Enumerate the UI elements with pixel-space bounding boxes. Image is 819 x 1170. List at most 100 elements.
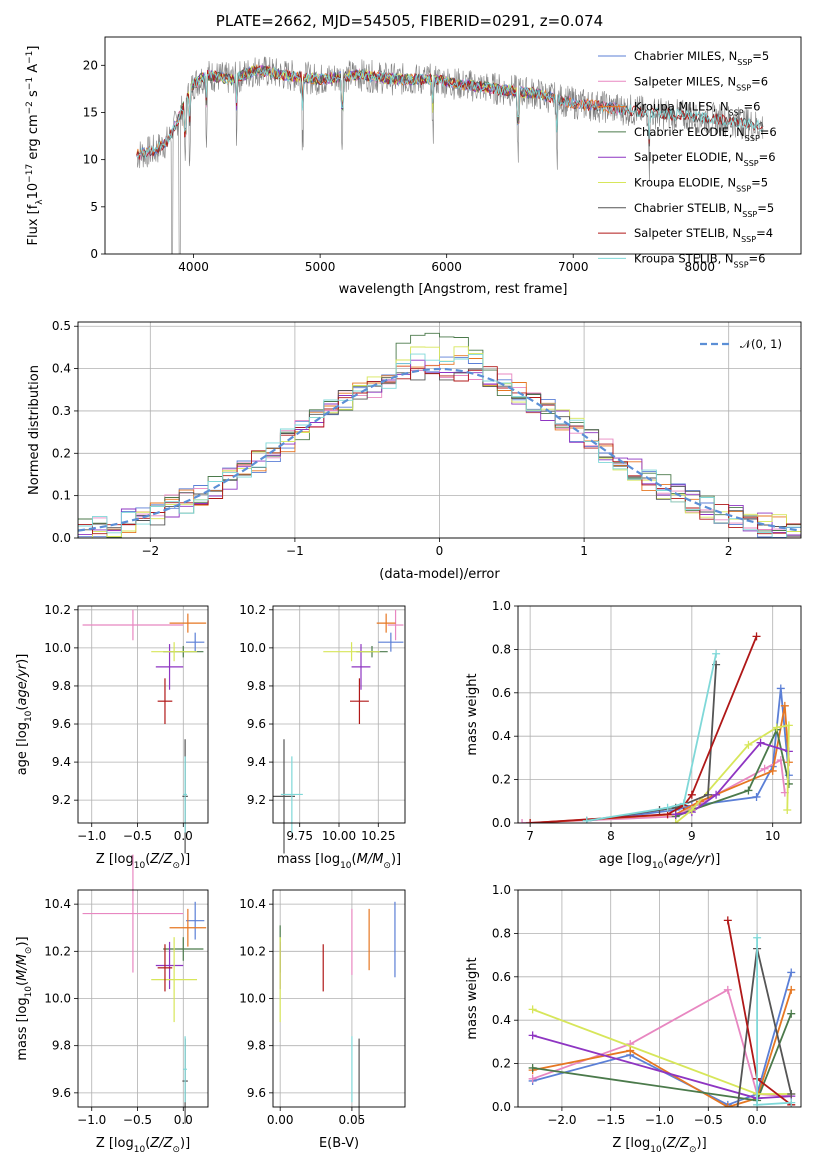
spectrum-lines (136, 56, 764, 254)
axes-frame (272, 605, 406, 824)
model-spectrum-kroupa_stelib (136, 66, 764, 159)
data-point-marker (582, 816, 591, 823)
y-tick-label: 9.6 (52, 717, 71, 731)
histograms (78, 332, 801, 538)
y-tick-label: 20 (83, 58, 98, 72)
spectrum-panel: 4000 5000 6000 7000 8000 0 5 10 15 20 wavelength [… (25, 36, 802, 297)
y-tick-label: 10.4 (44, 897, 71, 911)
x-tick-label: −2.0 (547, 1113, 576, 1127)
x-axis-label: Z [log10(Z/Z⊙)] (96, 852, 190, 871)
data-point-marker (679, 799, 688, 808)
data-point-marker (787, 985, 796, 994)
y-tick-label: 10.0 (44, 992, 71, 1006)
y-tick-label: 0.6 (492, 970, 511, 984)
y-tick-label: 0.8 (492, 642, 511, 656)
age_vs_Z-panel: −1.0 −0.5 0.0 9.2 9.4 9.6 9.8 10.0 10.2 Z [log10(… (15, 603, 209, 871)
y-tick-label: 10.2 (239, 944, 266, 958)
y-tick-label: 5 (90, 200, 98, 214)
data-point-marker (671, 819, 680, 823)
x-tick-label: 8 (607, 829, 615, 843)
data-point-marker (687, 805, 696, 814)
y-axis-label: mass weight (465, 957, 480, 1039)
series-line-salpeter_elodie (675, 741, 790, 816)
legend-entry: Kroupa MILES, NSSP=6 (634, 100, 760, 118)
y-tick-label: 0.2 (492, 1057, 511, 1071)
y-tick-label: 9.6 (247, 1086, 266, 1100)
massweight_vs_Z-panel: −2.0 −1.5 −1.0 −0.5 0.0 0.0 0.2 0.4 0.6 0.8 1.0 Z [… (465, 883, 802, 1155)
x-tick-label: 9.75 (286, 829, 313, 843)
x-tick-label: 9 (688, 829, 696, 843)
x-tick-label: 6000 (431, 260, 462, 274)
figure-title: PLATE=2662, MJD=54505, FIBERID=0291, z=0… (215, 12, 604, 30)
y-tick-label: 1.0 (492, 599, 511, 613)
y-tick-label: 0.1 (52, 489, 71, 503)
x-tick-label: −2 (141, 544, 159, 558)
series-line-kroupa_miles (532, 989, 793, 1107)
x-tick-label: −1.0 (645, 1113, 674, 1127)
y-tick-label: 10 (83, 153, 98, 167)
legend-entry: Salpeter MILES, NSSP=6 (634, 74, 768, 92)
x-axis-label: E(B-V) (319, 1136, 359, 1151)
y-tick-label: 10.2 (239, 603, 266, 617)
x-axis-label: Z [log10(Z/Z⊙)] (612, 1136, 706, 1155)
axes-frame (77, 889, 209, 1108)
data-point-marker (663, 803, 672, 812)
data-point-marker (626, 1046, 635, 1055)
x-tick-label: 7000 (558, 260, 589, 274)
data-point-marker (723, 1103, 732, 1107)
axes-frame (517, 889, 802, 1108)
data-point-marker (733, 1103, 742, 1107)
data-point-marker (744, 740, 753, 749)
x-tick-label: −0.5 (694, 1113, 723, 1127)
legend-entry: Kroupa STELIB, NSSP=6 (634, 251, 765, 269)
series-lines (528, 916, 796, 1107)
x-tick-label: 0.00 (267, 1113, 294, 1127)
series-line-kroupa_elodie (675, 724, 790, 823)
y-tick-label: 0.0 (52, 531, 71, 545)
mass_vs_Z-panel: −1.0 −0.5 0.0 9.6 9.8 10.0 10.2 10.4 Z [log10(Z/… (15, 854, 209, 1155)
y-tick-label: 9.8 (52, 679, 71, 693)
residuals-panel: −2 −1 0 1 2 0.0 0.1 0.2 0.3 0.4 0.5 (data-model)/er… (27, 319, 802, 582)
y-tick-label: 0.4 (492, 729, 511, 743)
y-tick-label: 10.2 (44, 944, 71, 958)
x-tick-label: 1 (580, 544, 588, 558)
data-point-marker (723, 916, 732, 925)
data-point-marker (787, 1009, 796, 1018)
x-tick-label: 0.0 (174, 829, 193, 843)
x-tick-label: 0.0 (748, 1113, 767, 1127)
data-point-marker (753, 1100, 762, 1107)
y-tick-label: 9.6 (247, 717, 266, 731)
y-tick-label: 15 (83, 105, 98, 119)
massweight_vs_age-panel: 7 8 9 10 0.0 0.2 0.4 0.6 0.8 1.0 age [log10(age/yr… (465, 599, 802, 871)
data-point-marker (712, 790, 721, 799)
x-axis-label: (data-model)/error (379, 567, 500, 582)
x-tick-label: −1.5 (596, 1113, 625, 1127)
legend-entry: Chabrier MILES, NSSP=5 (634, 49, 769, 67)
y-tick-label: 9.4 (52, 755, 71, 769)
axes-frame (104, 36, 802, 255)
x-tick-label: 10.25 (361, 829, 395, 843)
data-point-marker (704, 790, 713, 799)
axes-frame (77, 321, 802, 539)
y-tick-label: 0.2 (492, 773, 511, 787)
y-tick-label: 9.8 (247, 679, 266, 693)
x-tick-label: −1.0 (77, 829, 106, 843)
x-tick-label: 7 (526, 829, 534, 843)
series-line-salpeter_miles (521, 758, 786, 823)
series-line-chabrier_elodie (675, 726, 790, 818)
legend-entry: Chabrier ELODIE, NSSP=6 (634, 125, 777, 143)
data-point-marker (528, 1031, 537, 1040)
data-point-marker (526, 819, 535, 823)
y-tick-label: 0.6 (492, 686, 511, 700)
y-tick-label: 0.5 (52, 319, 71, 333)
data-point-marker (787, 1089, 796, 1098)
axes-frame (517, 605, 802, 824)
spectrum-legend: Chabrier MILES, NSSP=5 Salpeter MILES, NS… (598, 49, 777, 269)
axes-frame (272, 889, 406, 1108)
legend-entry: Salpeter STELIB, NSSP=4 (634, 226, 773, 244)
legend-entry: Kroupa ELODIE, NSSP=5 (634, 176, 768, 194)
observed-spectrum-line (136, 56, 764, 254)
x-tick-label: −1.0 (77, 1113, 106, 1127)
y-tick-label: 10.0 (239, 641, 266, 655)
